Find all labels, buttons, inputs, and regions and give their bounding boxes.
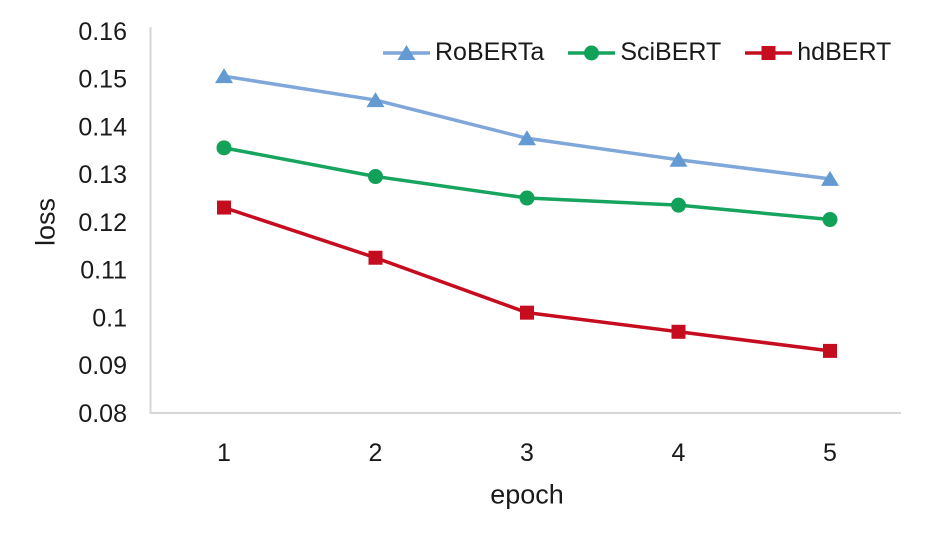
y-tick-label: 0.11 — [80, 257, 127, 285]
triangle-data-point-marker — [669, 151, 688, 167]
circle-data-point-marker — [584, 45, 600, 60]
circle-data-point-marker — [519, 190, 535, 206]
x-tick-label: 3 — [520, 439, 534, 467]
square-data-point-marker — [368, 250, 383, 265]
circle-data-point-marker — [368, 169, 383, 185]
x-tick-label: 1 — [217, 439, 231, 467]
triangle-marker-icon — [383, 44, 430, 60]
legend-label: RoBERTa — [435, 38, 545, 66]
x-tick-label: 2 — [369, 439, 383, 467]
triangle-data-point-marker — [821, 170, 839, 186]
circle-marker-icon — [568, 45, 616, 60]
x-tick-label: 5 — [823, 439, 837, 467]
y-axis-title: loss — [30, 197, 61, 247]
y-tick-label: 0.15 — [78, 66, 127, 94]
y-tick-label: 0.08 — [78, 400, 127, 428]
y-tick-label: 0.16 — [78, 18, 127, 46]
triangle-data-point-marker — [518, 130, 536, 146]
y-tick-label: 0.09 — [78, 352, 127, 380]
series-line-SciBERT — [222, 146, 832, 222]
circle-data-point-marker — [216, 140, 232, 156]
legend-label: hdBERT — [797, 38, 892, 66]
series-line-hdBERT — [222, 205, 832, 353]
y-tick-label: 0.1 — [92, 304, 127, 332]
legend-item-roberta: RoBERTa — [383, 38, 544, 67]
square-data-point-marker — [761, 45, 776, 60]
y-tick-label: 0.12 — [78, 209, 127, 237]
triangle-data-point-marker — [366, 92, 385, 108]
legend-label: SciBERT — [620, 38, 722, 66]
axis-lines — [149, 27, 901, 414]
legend-item-hdbert: hdBERT — [745, 38, 891, 67]
circle-data-point-marker — [671, 197, 686, 213]
legend: RoBERTa SciBERT hdBERT — [383, 38, 891, 67]
square-data-point-marker — [520, 305, 534, 320]
triangle-data-point-marker — [215, 68, 233, 84]
legend-item-scibert: SciBERT — [568, 38, 721, 67]
square-marker-icon — [745, 45, 793, 60]
y-tick-label: 0.14 — [78, 113, 127, 141]
triangle-data-point-marker — [397, 44, 416, 60]
circle-data-point-marker — [822, 212, 838, 228]
x-tick-label: 4 — [672, 439, 686, 467]
x-axis-title: epoch — [490, 479, 564, 510]
square-data-point-marker — [823, 343, 837, 358]
square-data-point-marker — [217, 200, 231, 215]
square-data-point-marker — [671, 324, 686, 339]
y-tick-label: 0.13 — [78, 161, 127, 189]
